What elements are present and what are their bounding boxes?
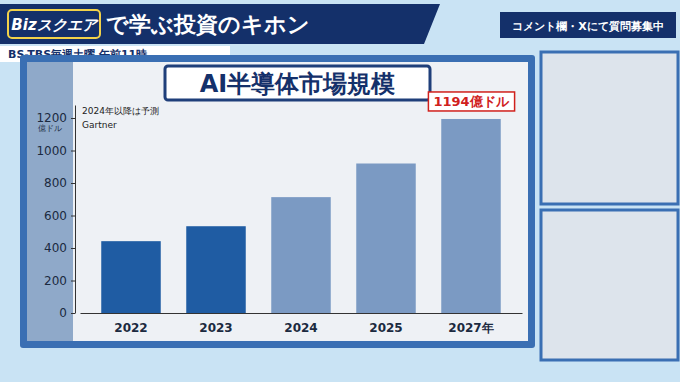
- y-tick-label: 1000: [36, 144, 67, 158]
- background: [0, 0, 680, 382]
- chart-area: [27, 62, 528, 341]
- chart-frame: [20, 55, 535, 348]
- y-axis-strip: [27, 62, 73, 341]
- x-tick-label: 2023: [199, 321, 232, 335]
- x-tick-label: 2022: [114, 321, 147, 335]
- banner: [0, 4, 440, 44]
- notice: コメント欄・Xにて質問募集中: [512, 20, 663, 33]
- x-tick-label: 2024: [284, 321, 317, 335]
- bar: [441, 119, 501, 313]
- x-tick-label: 2025: [369, 321, 402, 335]
- y-tick: 400: [44, 241, 75, 255]
- chart-title: AI半導体市場規模: [200, 70, 396, 98]
- y-tick-label: 0: [59, 306, 67, 320]
- logo-box: [8, 10, 100, 38]
- bar: [186, 226, 246, 313]
- title-box: [165, 66, 430, 100]
- bars: [101, 119, 501, 313]
- y-tick-mark: [71, 281, 75, 282]
- logo: Bizスクエア: [11, 16, 98, 34]
- y-tick-mark: [71, 216, 75, 217]
- y-axis: 020040060080010001200: [36, 106, 75, 321]
- y-tick-mark: [71, 248, 75, 249]
- x-tick-label: 2027年: [448, 321, 493, 335]
- x-tick: 2025: [369, 321, 402, 335]
- y-tick: 600: [44, 209, 75, 223]
- y-tick: 800: [44, 176, 75, 190]
- y-tick-mark: [71, 313, 75, 314]
- y-axis-line: [75, 106, 76, 314]
- source: Gartner: [82, 120, 117, 130]
- y-tick-mark: [71, 151, 75, 152]
- y-tick-label: 200: [44, 274, 67, 288]
- bar: [356, 164, 416, 314]
- bar: [101, 241, 161, 313]
- x-tick: 2027年: [448, 321, 493, 335]
- y-tick-label: 400: [44, 241, 67, 255]
- y-tick-mark: [71, 183, 75, 184]
- y-axis-label: 億ドル: [38, 124, 62, 133]
- canvas: Bizスクエアで学ぶ投資のキホンBS-TBS毎週土曜 午前11時コメント欄・Xに…: [0, 0, 680, 382]
- banner-title: で学ぶ投資のキホン: [106, 12, 310, 37]
- x-axis-line: [81, 313, 523, 314]
- data-label: 1194億ドル: [433, 94, 509, 109]
- y-tick: 1000: [36, 144, 75, 158]
- x-axis: 2022 2023 2024 2025 2027年: [81, 314, 523, 335]
- data-label-box: [428, 92, 514, 111]
- video-panel: [541, 210, 678, 360]
- bar: [271, 197, 331, 313]
- y-tick-label: 600: [44, 209, 67, 223]
- y-tick: 200: [44, 274, 75, 288]
- y-tick-label: 800: [44, 176, 67, 190]
- y-tick: 0: [59, 306, 75, 320]
- video-panel: [541, 52, 678, 204]
- x-tick: 2024: [284, 321, 317, 335]
- x-tick: 2022: [114, 321, 147, 335]
- annotation: 2024年以降は予測: [82, 106, 159, 116]
- x-tick: 2023: [199, 321, 232, 335]
- notice-box: [500, 12, 676, 38]
- y-tick-mark: [71, 118, 75, 119]
